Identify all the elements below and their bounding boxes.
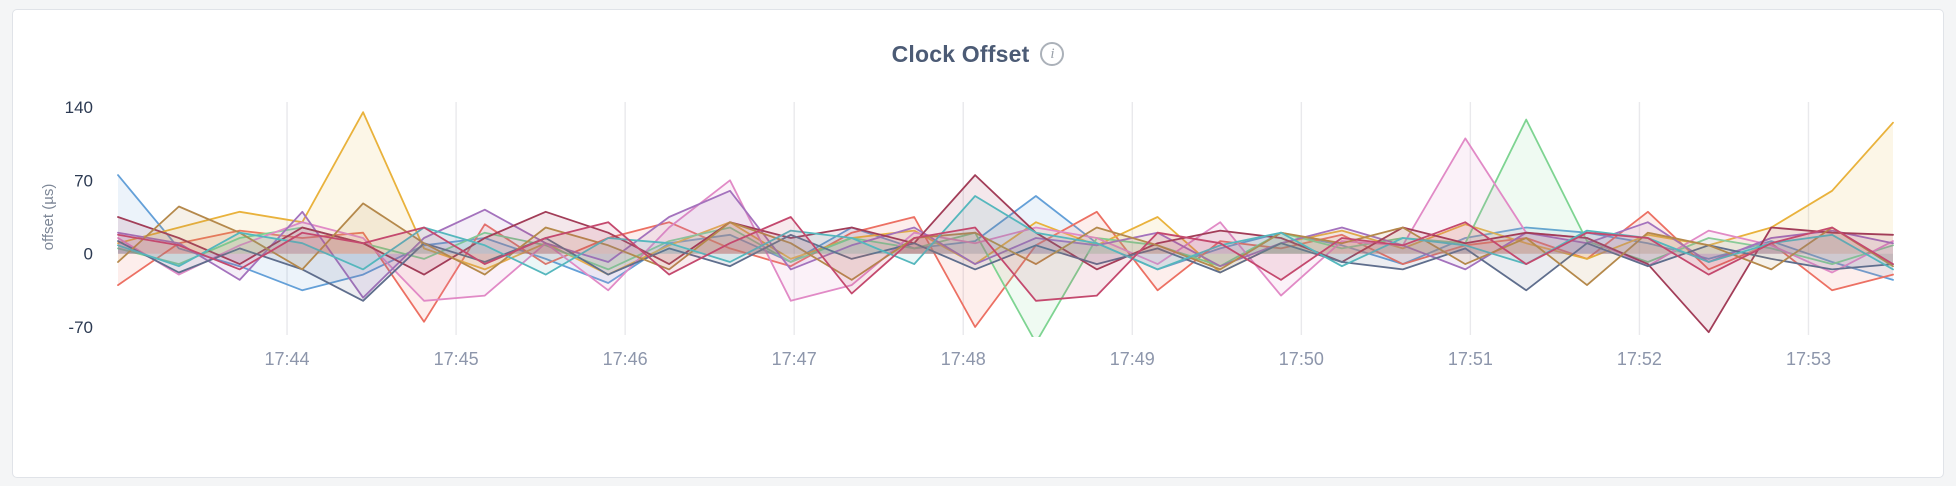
series-10-line xyxy=(117,195,1894,276)
series-group xyxy=(117,111,1894,337)
series-6-line xyxy=(117,189,1894,299)
series-5-area xyxy=(118,138,1893,301)
series-2-area xyxy=(118,211,1893,327)
y-axis-labels: 140 70 0 -70 xyxy=(65,98,93,337)
x-tick-label: 17:46 xyxy=(603,349,648,369)
x-tick-label: 17:48 xyxy=(941,349,986,369)
y-tick-label: 0 xyxy=(84,245,93,264)
series-11-area xyxy=(118,217,1893,301)
x-tick-label: 17:44 xyxy=(265,349,310,369)
x-tick-label: 17:52 xyxy=(1617,349,1662,369)
chart-header: Clock Offset i xyxy=(13,10,1943,71)
x-tick-label: 17:49 xyxy=(1110,349,1155,369)
series-7-line xyxy=(117,174,1894,334)
y-tick-label: 140 xyxy=(65,98,93,117)
x-tick-label: 17:45 xyxy=(434,349,479,369)
series-3-area xyxy=(118,112,1893,275)
series-10-area xyxy=(118,196,1893,275)
chart-card: Clock Offset i 140 70 0 -70 17:44 17:45 17:46 1… xyxy=(12,9,1944,478)
series-9-line xyxy=(117,202,1894,287)
chart-area: 140 70 0 -70 17:44 17:45 17:46 17:47 17:48 17:49 1… xyxy=(13,82,1945,392)
x-tick-label: 17:53 xyxy=(1786,349,1831,369)
series-8-area xyxy=(118,234,1893,301)
y-axis-title: offset (µs) xyxy=(40,184,57,251)
info-icon[interactable]: i xyxy=(1040,42,1065,66)
x-axis-labels: 17:44 17:45 17:46 17:47 17:48 17:49 17:50 17:51… xyxy=(265,349,1831,369)
series-4-line xyxy=(117,118,1894,337)
y-tick-label: -70 xyxy=(68,318,93,337)
series-4-area xyxy=(118,119,1893,337)
chart-title: Clock Offset xyxy=(891,40,1030,67)
x-tick-label: 17:51 xyxy=(1448,349,1493,369)
x-tick-label: 17:50 xyxy=(1279,349,1324,369)
series-3-line xyxy=(117,111,1894,276)
x-tick-label: 17:47 xyxy=(772,349,817,369)
series-8-line xyxy=(117,233,1894,302)
series-11-line xyxy=(117,216,1894,302)
y-tick-label: 70 xyxy=(74,171,93,190)
series-1-area xyxy=(118,175,1893,291)
series-7-area xyxy=(118,175,1893,333)
